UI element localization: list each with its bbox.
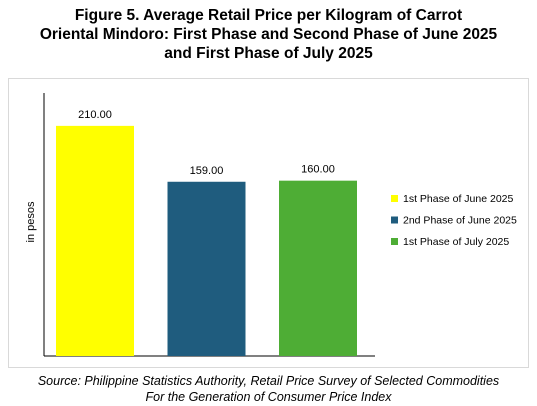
source-line-2: For the Generation of Consumer Price Ind… xyxy=(145,390,392,404)
bar-1 xyxy=(56,125,134,356)
y-axis-label: in pesos xyxy=(25,201,37,242)
bars-group: 210.00 159.00 160.00 xyxy=(56,109,357,356)
chart-title: Figure 5. Average Retail Price per Kilog… xyxy=(0,6,537,63)
legend-swatch-3 xyxy=(391,238,398,245)
legend-label-3: 1st Phase of July 2025 xyxy=(403,236,509,248)
bar-value-label-2: 159.00 xyxy=(190,165,224,177)
bar-2 xyxy=(167,181,246,356)
title-line-2: Oriental Mindoro: First Phase and Second… xyxy=(39,26,498,43)
source-line-1: Source: Philippine Statistics Authority,… xyxy=(37,374,500,388)
bar-value-label-1: 210.00 xyxy=(78,109,112,121)
legend: 1st Phase of June 2025 2nd Phase of June … xyxy=(391,193,517,248)
legend-label-2: 2nd Phase of June 2025 xyxy=(403,215,517,227)
legend-swatch-2 xyxy=(391,216,398,224)
legend-label-1: 1st Phase of June 2025 xyxy=(403,193,513,205)
bar-3 xyxy=(279,180,357,356)
source-note: Source: Philippine Statistics Authority,… xyxy=(0,373,537,405)
legend-swatch-1 xyxy=(391,195,398,202)
title-line-3: and First Phase of July 2025 xyxy=(164,45,373,62)
title-line-1: Figure 5. Average Retail Price per Kilog… xyxy=(74,7,463,24)
bar-value-label-3: 160.00 xyxy=(301,164,335,176)
